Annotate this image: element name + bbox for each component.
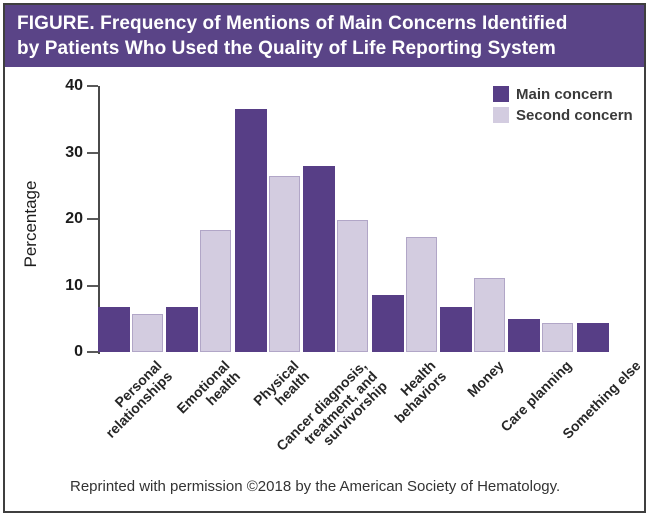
- x-category-label-something-else: Something else: [520, 357, 644, 481]
- y-tick-40: [87, 85, 98, 87]
- y-tick-label-40: 40: [65, 77, 83, 94]
- bar-main-care-planning: [508, 318, 541, 352]
- bar-main-emotional-health: [166, 306, 199, 352]
- legend-item-main-concern: Main concern: [493, 85, 633, 103]
- bar-second-health-behaviors: [405, 236, 437, 352]
- y-axis-line: [98, 86, 100, 354]
- bar-main-physical-health: [234, 109, 267, 352]
- bar-main-cancer-diagnosis-treatment-and-survivorship: [303, 165, 336, 352]
- y-tick-label-0: 0: [74, 343, 83, 360]
- figure-title-line2: by Patients Who Used the Quality of Life…: [17, 38, 556, 59]
- figure-title-banner: FIGURE. Frequency of Mentions of Main Co…: [5, 5, 644, 67]
- main-concern-swatch: [493, 86, 509, 102]
- bar-main-personal-relationships: [98, 306, 130, 352]
- chart-legend: Main concern Second concern: [493, 86, 633, 128]
- bar-main-something-else: [576, 322, 609, 352]
- bar-second-personal-relationships: [132, 314, 163, 352]
- bar-main-health-behaviors: [371, 294, 404, 352]
- y-tick-10: [87, 284, 98, 287]
- bar-second-physical-health: [268, 176, 300, 352]
- legend-item-second-concern: Second concern: [493, 106, 633, 124]
- bar-chart: Percentage Main concern Second concern 0…: [5, 67, 644, 478]
- figure-frame: FIGURE. Frequency of Mentions of Main Co…: [3, 3, 646, 513]
- y-tick-30: [87, 151, 98, 154]
- x-category-label-line: Care planning: [497, 357, 575, 435]
- y-tick-label-10: 10: [65, 276, 83, 294]
- second-concern-swatch: [493, 107, 509, 123]
- y-tick-0: [87, 351, 98, 353]
- permission-footer: Reprinted with permission ©2018 by the A…: [70, 478, 561, 495]
- bar-second-emotional-health: [200, 230, 232, 352]
- legend-label-second: Second concern: [516, 106, 633, 124]
- x-category-label-line: Something else: [558, 357, 644, 442]
- bar-second-care-planning: [542, 322, 574, 352]
- legend-label-main: Main concern: [516, 85, 613, 103]
- figure-title-line1: FIGURE. Frequency of Mentions of Main Co…: [17, 13, 568, 34]
- bar-main-money: [440, 306, 472, 352]
- x-category-label-care-planning: Care planning: [451, 357, 575, 481]
- y-tick-label-30: 30: [65, 143, 83, 161]
- y-tick-20: [87, 218, 98, 220]
- bar-second-money: [474, 277, 505, 352]
- y-tick-label-20: 20: [65, 210, 83, 227]
- bar-second-cancer-diagnosis-treatment-and-survivorship: [337, 220, 369, 352]
